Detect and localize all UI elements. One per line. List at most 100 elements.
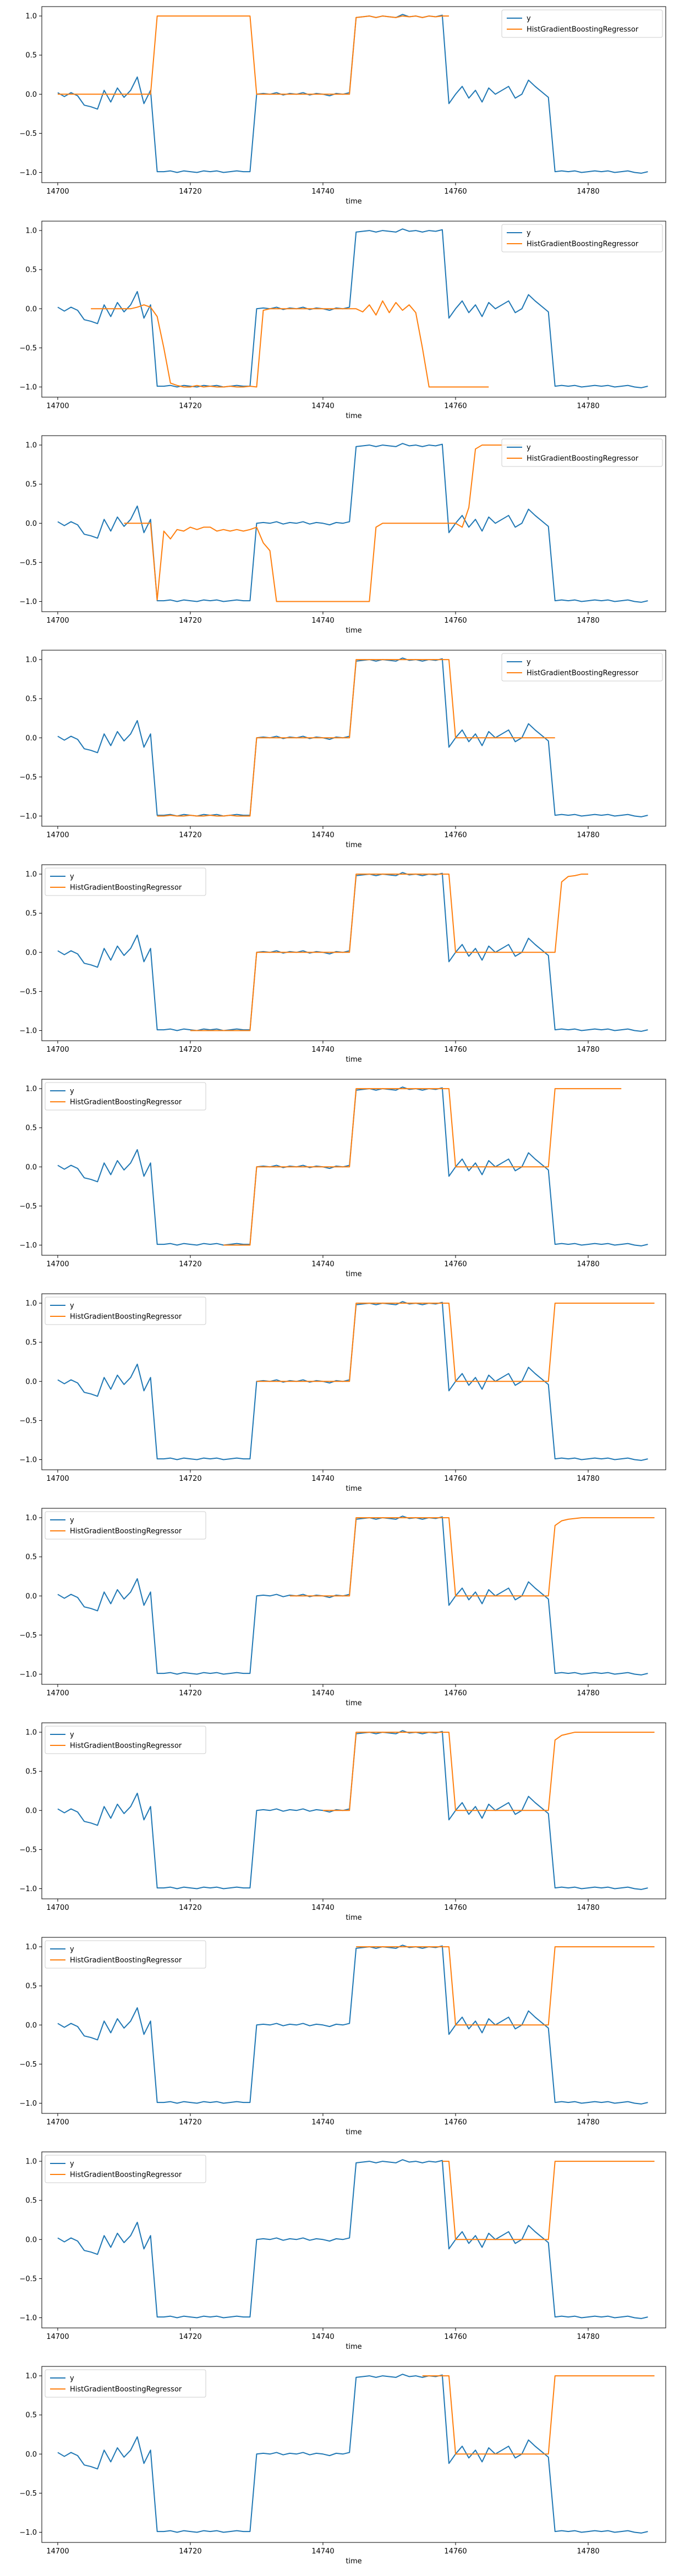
y-tick-label: −1.0 [19,1027,37,1035]
y-tick-label: 1.0 [25,2158,37,2166]
legend-box [45,1940,206,1969]
x-tick-label: 14740 [311,617,334,625]
x-tick-label: 14780 [577,1046,599,1054]
x-tick-label: 14760 [444,617,467,625]
series-prediction-line [289,1517,655,1597]
x-axis-label: time [346,1485,361,1493]
y-tick-label: −1.0 [19,1456,37,1464]
y-tick-label: 1.0 [25,2372,37,2381]
y-tick-label: −1.0 [19,383,37,392]
x-tick-label: 14700 [46,188,69,196]
x-tick-label: 14760 [444,831,467,839]
y-tick-label: 0.0 [25,91,37,99]
y-tick-label: 1.0 [25,1085,37,1094]
legend: y HistGradientBoostingRegressor [501,224,663,252]
legend-label: HistGradientBoostingRegressor [70,1098,182,1107]
legend-box [45,1297,206,1325]
legend: y HistGradientBoostingRegressor [45,1297,206,1325]
y-tick-label: 0.5 [25,1553,37,1562]
x-tick-label: 14700 [46,1689,69,1698]
y-tick-label: 0.0 [25,2236,37,2244]
x-tick-label: 14700 [46,617,69,625]
legend-label: HistGradientBoostingRegressor [70,2171,182,2179]
x-tick-label: 14720 [179,188,201,196]
y-tick-label: 1.0 [25,1943,37,1952]
x-tick-label: 14720 [179,831,201,839]
chart-panel-12: 14700 14720 14740 14760 14780 −1.0 −0.5 0.0 0.5 1… [19,2366,666,2566]
y-tick-label: 0.0 [25,1163,37,1172]
x-tick-label: 14740 [311,2547,334,2556]
chart-panel-2: 14700 14720 14740 14760 14780 −1.0 −0.5 0.0 0.5 1… [19,221,666,420]
x-tick-label: 14740 [311,1260,334,1268]
y-tick-label: 0.0 [25,305,37,314]
x-tick-label: 14700 [46,831,69,839]
y-tick-label: 0.0 [25,2451,37,2459]
legend-label: HistGradientBoostingRegressor [527,26,639,34]
legend-label: HistGradientBoostingRegressor [70,1742,182,1750]
y-tick-label: 1.0 [25,1729,37,1737]
x-tick-label: 14720 [179,402,201,410]
y-tick-label: −0.5 [19,2275,37,2283]
y-tick-label: 1.0 [25,13,37,21]
legend-label: y [70,1946,74,1954]
y-tick-label: 0.5 [25,481,37,489]
y-tick-label: −0.5 [19,988,37,996]
legend-box [45,2155,206,2183]
legend-label: y [70,1087,74,1096]
x-tick-label: 14760 [444,1904,467,1912]
legend: y HistGradientBoostingRegressor [45,1511,206,1540]
series-prediction-line [91,300,489,388]
x-tick-label: 14740 [311,2333,334,2341]
x-tick-label: 14720 [179,2118,201,2127]
x-tick-label: 14780 [577,1904,599,1912]
x-axis-label: time [346,1699,361,1707]
y-tick-label: 0.0 [25,1378,37,1386]
y-tick-label: 0.5 [25,1124,37,1133]
chart-panel-5: 14700 14720 14740 14760 14780 −1.0 −0.5 0.0 0.5 1… [19,864,666,1064]
y-tick-label: −1.0 [19,812,37,821]
legend: y HistGradientBoostingRegressor [45,1726,206,1754]
chart-panel-6: 14700 14720 14740 14760 14780 −1.0 −0.5 0.0 0.5 1… [19,1079,666,1278]
y-tick-label: 0.5 [25,2197,37,2205]
x-axis-label: time [346,197,361,206]
series-y-line [57,1945,648,2105]
legend-label: HistGradientBoostingRegressor [70,884,182,892]
legend: y HistGradientBoostingRegressor [45,867,206,896]
y-tick-label: 0.5 [25,1339,37,1347]
chart-panel-8: 14700 14720 14740 14760 14780 −1.0 −0.5 0.0 0.5 1… [19,1508,666,1707]
legend: y HistGradientBoostingRegressor [45,2155,206,2183]
series-prediction-line [356,1946,655,2026]
series-y-line [57,2374,648,2534]
x-tick-label: 14780 [577,188,599,196]
legend-label: HistGradientBoostingRegressor [70,1957,182,1965]
series-prediction-line [442,2161,655,2240]
y-tick-label: −0.5 [19,1846,37,1854]
x-tick-label: 14760 [444,1260,467,1268]
y-tick-label: 0.0 [25,520,37,528]
legend: y HistGradientBoostingRegressor [45,1940,206,1969]
y-tick-label: −0.5 [19,130,37,138]
y-tick-label: −1.0 [19,2100,37,2108]
x-tick-label: 14780 [577,831,599,839]
y-tick-label: 0.5 [25,52,37,60]
x-tick-label: 14780 [577,1260,599,1268]
y-tick-label: 1.0 [25,1514,37,1523]
y-tick-label: 0.0 [25,949,37,957]
y-tick-label: 0.0 [25,734,37,743]
x-axis-label: time [346,2343,361,2351]
y-tick-label: 0.0 [25,1592,37,1601]
legend-label: y [527,444,531,452]
x-axis-label: time [346,1270,361,1278]
legend-label: y [70,873,74,881]
y-tick-label: −1.0 [19,169,37,177]
x-tick-label: 14700 [46,1260,69,1268]
x-tick-label: 14760 [444,402,467,410]
y-tick-label: −0.5 [19,1417,37,1425]
y-tick-label: −0.5 [19,2490,37,2498]
x-tick-label: 14720 [179,1904,201,1912]
series-prediction-line [157,659,555,817]
x-tick-label: 14720 [179,617,201,625]
x-tick-label: 14780 [577,2547,599,2556]
legend-box [45,1511,206,1540]
